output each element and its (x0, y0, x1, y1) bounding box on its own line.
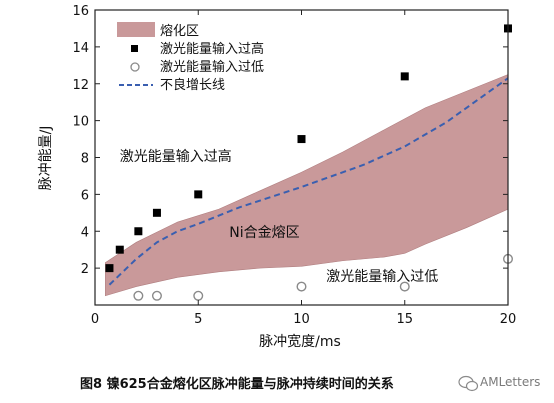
legend-low-marker (130, 62, 140, 72)
low-energy-point (151, 290, 162, 301)
x-tick-label: 10 (293, 312, 310, 327)
x-tick-label: 5 (194, 312, 202, 327)
figure-caption: 图8 镍625合金熔化区脉冲能量与脉冲持续时间的关系 (80, 376, 394, 392)
legend-high-label: 激光能量输入过高 (160, 41, 264, 57)
high-energy-point (115, 245, 124, 254)
legend-trend-label: 不良增长线 (160, 77, 225, 93)
chart-annotation: 激光能量输入过低 (326, 268, 438, 285)
low-energy-point (296, 281, 307, 292)
high-energy-point (194, 190, 203, 199)
legend-region-swatch (117, 22, 155, 37)
high-energy-point (297, 135, 306, 144)
low-energy-point (193, 290, 204, 301)
high-energy-point (152, 208, 161, 217)
x-tick-label: 0 (91, 312, 99, 327)
y-tick-label: 8 (81, 152, 89, 167)
y-tick-label: 12 (72, 78, 89, 93)
high-energy-point (134, 227, 143, 236)
low-energy-point (133, 290, 144, 301)
y-tick-label: 14 (72, 41, 89, 56)
chart-annotation: 激光能量输入过高 (120, 148, 232, 165)
watermark-text: AMLetters (480, 375, 540, 389)
high-energy-point (400, 72, 409, 81)
watermark: AMLetters (458, 375, 540, 392)
legend-region-label: 熔化区 (160, 24, 199, 39)
y-axis-title: 脉冲能量/J (38, 126, 54, 191)
wechat-icon (458, 375, 479, 392)
chart-annotation: Ni合金熔区 (229, 225, 299, 241)
x-axis-title: 脉冲宽度/ms (259, 333, 341, 350)
high-energy-point (105, 264, 114, 273)
x-tick-label: 20 (500, 312, 517, 327)
y-tick-label: 16 (72, 4, 89, 19)
legend-low-label: 激光能量输入过低 (160, 59, 264, 75)
x-tick-label: 15 (396, 312, 413, 327)
y-tick-label: 10 (72, 115, 89, 130)
legend-high-marker (131, 45, 138, 52)
trend-line (108, 77, 509, 286)
y-tick-label: 2 (81, 262, 89, 277)
legend: 熔化区 激光能量输入过高 激光能量输入过低 不良增长线 (117, 22, 264, 93)
y-tick-label: 4 (81, 225, 89, 240)
x-axis-ticks: 0 5 10 15 20 (91, 10, 516, 327)
low-energy-point (399, 281, 410, 292)
y-tick-label: 6 (81, 188, 89, 203)
y-axis-ticks: 2 4 6 8 10 12 14 16 (72, 4, 508, 277)
